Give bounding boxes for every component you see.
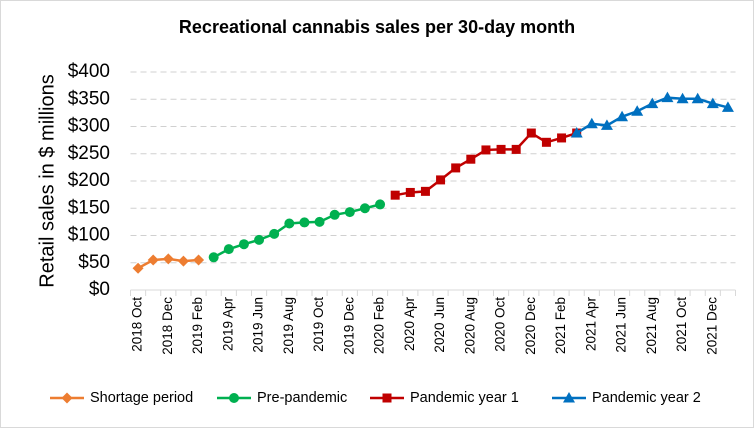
data-point xyxy=(600,119,613,130)
x-tick-label: 2018 Oct xyxy=(130,297,145,352)
chart-title: Recreational cannabis sales per 30-day m… xyxy=(179,17,575,37)
y-tick-label: $100 xyxy=(68,225,110,246)
legend-marker xyxy=(563,392,575,403)
x-tick-label: 2020 Jun xyxy=(432,297,447,353)
data-point xyxy=(570,127,583,138)
data-point xyxy=(496,144,506,154)
data-point xyxy=(481,145,491,155)
data-point xyxy=(193,254,205,266)
data-point xyxy=(691,92,704,104)
x-tick-label: 2021 Dec xyxy=(704,297,719,355)
x-tick-label: 2021 Apr xyxy=(583,296,598,351)
x-tick-label: 2021 Oct xyxy=(674,297,689,352)
data-point xyxy=(466,154,476,164)
y-tick-label: $200 xyxy=(68,170,110,191)
x-tick-label: 2019 Aug xyxy=(281,297,296,354)
legend-label: Shortage period xyxy=(90,390,193,406)
y-tick-label: $150 xyxy=(68,197,110,218)
data-point xyxy=(631,105,644,116)
x-tick-label: 2021 Jun xyxy=(614,297,629,353)
legend-label: Pre-pandemic xyxy=(257,390,347,406)
x-tick-label: 2021 Feb xyxy=(553,297,568,354)
legend-marker xyxy=(229,393,239,403)
x-tick-label: 2020 Oct xyxy=(493,297,508,352)
data-point xyxy=(299,217,310,228)
x-tick-label: 2019 Oct xyxy=(311,297,326,352)
y-tick-label: $350 xyxy=(68,88,110,109)
legend-label: Pandemic year 1 xyxy=(410,390,519,406)
data-point xyxy=(359,203,370,214)
y-tick-label: $50 xyxy=(78,252,110,273)
data-point xyxy=(405,187,415,197)
data-point xyxy=(132,262,144,274)
data-point xyxy=(284,218,295,229)
data-point xyxy=(147,254,159,266)
data-point xyxy=(526,128,536,138)
x-tick-label: 2020 Aug xyxy=(462,297,477,354)
data-point xyxy=(162,253,174,265)
data-point xyxy=(557,133,567,143)
legend-marker xyxy=(382,393,392,403)
x-tick-label: 2019 Apr xyxy=(220,296,235,351)
data-point xyxy=(511,144,521,154)
data-point xyxy=(254,234,265,245)
data-point xyxy=(329,209,340,220)
legend-label: Pandemic year 2 xyxy=(592,390,701,406)
data-point xyxy=(269,228,280,239)
data-point xyxy=(661,91,674,103)
y-tick-label: $400 xyxy=(68,61,110,82)
data-point xyxy=(706,97,719,109)
data-point xyxy=(375,199,386,210)
x-tick-label: 2021 Aug xyxy=(644,297,659,354)
data-point xyxy=(436,175,446,185)
data-point xyxy=(541,137,551,147)
data-point xyxy=(616,110,629,122)
data-point xyxy=(223,244,234,255)
x-tick-label: 2020 Feb xyxy=(372,297,387,354)
x-tick-label: 2019 Jun xyxy=(251,297,266,353)
x-tick-label: 2019 Dec xyxy=(341,297,356,355)
y-tick-label: $300 xyxy=(68,116,110,137)
x-tick-label: 2019 Feb xyxy=(190,297,205,354)
y-tick-label: $250 xyxy=(68,143,110,164)
data-point xyxy=(585,117,598,129)
y-axis-title: Retail sales in $ millions xyxy=(36,74,58,287)
data-point xyxy=(344,207,355,218)
data-point xyxy=(390,190,400,200)
data-point xyxy=(420,186,430,196)
data-point xyxy=(676,92,689,104)
data-point xyxy=(451,163,461,173)
data-point xyxy=(646,97,659,109)
data-point xyxy=(177,255,189,267)
data-point xyxy=(208,252,219,263)
x-tick-label: 2020 Dec xyxy=(523,297,538,355)
y-tick-label: $0 xyxy=(89,279,110,300)
data-point xyxy=(721,101,734,112)
x-tick-label: 2020 Apr xyxy=(402,296,417,351)
legend-marker xyxy=(61,392,73,404)
x-tick-label: 2018 Dec xyxy=(160,297,175,355)
data-point xyxy=(238,239,249,250)
data-point xyxy=(314,216,325,227)
